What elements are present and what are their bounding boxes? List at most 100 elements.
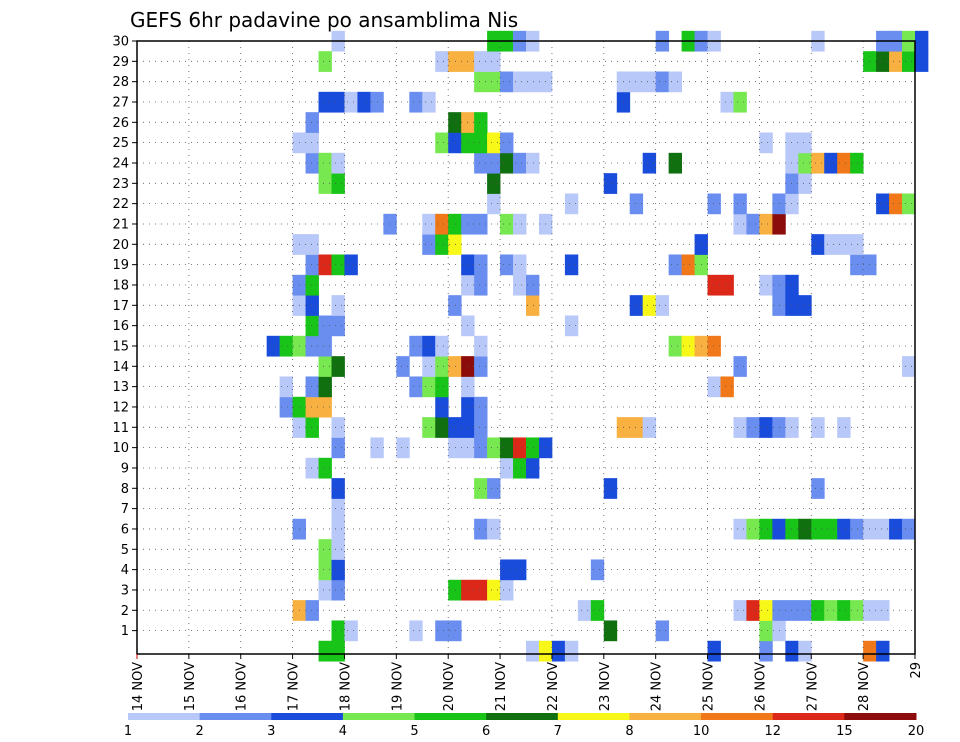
heatmap-cell — [538, 640, 553, 662]
heatmap-cell — [487, 173, 501, 194]
heatmap-cell — [811, 417, 825, 438]
heatmap-cell — [422, 234, 436, 255]
heatmap-cell — [448, 295, 462, 316]
heatmap-cell — [876, 51, 890, 72]
heatmap-cell — [759, 274, 773, 296]
x-axis: 14 NOV 15 NOV 16 NOV 17 NOV 18 NOV 19 NOV 20 N… — [131, 654, 924, 711]
heatmap-cell — [331, 91, 345, 113]
heatmap-cell — [759, 600, 773, 621]
colorbar-swatch — [772, 713, 845, 720]
heatmap-cell — [474, 132, 488, 154]
heatmap-cell — [785, 132, 799, 154]
heatmap-cell — [526, 437, 540, 459]
heatmap-cell — [785, 417, 799, 438]
heatmap-cell — [707, 335, 721, 357]
heatmap-cell — [759, 213, 773, 235]
heatmap-cell — [318, 559, 332, 581]
heatmap-cell — [811, 152, 825, 174]
heatmap-cell — [318, 539, 332, 560]
heatmap-cell — [344, 254, 358, 276]
heatmap-cell — [357, 91, 371, 113]
heatmap-cell — [474, 51, 488, 72]
y-tick-label: 8 — [121, 482, 129, 497]
heatmap-cell — [331, 417, 345, 438]
heatmap-cell — [837, 234, 851, 255]
heatmap-cell — [344, 91, 358, 113]
heatmap-cell — [759, 620, 773, 642]
heatmap-cell — [435, 417, 449, 438]
heatmap-cell — [448, 51, 462, 72]
heatmap-cell — [603, 620, 618, 642]
heatmap-cell — [733, 600, 747, 621]
heatmap-cell — [642, 417, 657, 438]
x-tick-label: 26 NOV — [753, 662, 768, 711]
heatmap-cell — [305, 457, 319, 479]
colorbar-label: 6 — [482, 724, 490, 739]
heatmap-cell — [474, 437, 488, 459]
heatmap-cell — [409, 620, 423, 642]
x-tick-label: 20 NOV — [442, 662, 457, 711]
heatmap-cell — [435, 396, 449, 418]
heatmap-cell — [733, 518, 747, 540]
heatmap-cell — [487, 518, 501, 540]
heatmap-cell — [733, 193, 747, 215]
heatmap-cell — [902, 518, 916, 540]
y-tick-label: 28 — [112, 75, 129, 90]
heatmap-cell — [409, 335, 423, 357]
cells-layer — [266, 30, 929, 662]
heatmap-cell — [396, 356, 410, 377]
heatmap-cell — [707, 640, 721, 662]
heatmap-cell — [422, 356, 436, 377]
colorbar-label: 3 — [267, 724, 275, 739]
heatmap-cell — [785, 600, 799, 621]
heatmap-cell — [655, 295, 670, 316]
y-tick-label: 11 — [112, 421, 129, 436]
heatmap-cell — [331, 254, 345, 276]
heatmap-cell — [590, 559, 605, 581]
x-tick-label: 14 NOV — [131, 662, 146, 711]
heatmap-cell — [590, 600, 605, 621]
x-tick-label: 27 NOV — [805, 662, 820, 711]
x-tick-label: 17 NOV — [287, 662, 302, 711]
heatmap-cell — [448, 132, 462, 154]
heatmap-cell — [837, 417, 851, 438]
heatmap-cell — [474, 112, 488, 133]
heatmap-cell — [422, 335, 436, 357]
heatmap-cell — [798, 518, 812, 540]
x-tick-label: 19 NOV — [390, 662, 405, 711]
heatmap-cell — [902, 51, 916, 72]
heatmap-cell — [474, 356, 488, 377]
heatmap-cell — [668, 71, 682, 93]
heatmap-cell — [318, 396, 332, 418]
x-tick-label: 23 NOV — [598, 662, 613, 711]
y-tick-label: 6 — [121, 522, 129, 537]
y-tick-label: 12 — [112, 400, 129, 415]
heatmap-cell — [759, 640, 773, 662]
heatmap-cell — [746, 417, 760, 438]
heatmap-cell — [603, 478, 618, 499]
x-tick-label: 16 NOV — [235, 662, 250, 711]
heatmap-cell — [448, 620, 462, 642]
heatmap-cell — [733, 417, 747, 438]
y-tick-label: 22 — [112, 197, 129, 212]
heatmap-cell — [474, 213, 488, 235]
y-tick-label: 7 — [121, 502, 129, 517]
heatmap-cell — [629, 417, 644, 438]
heatmap-cell — [318, 152, 332, 174]
heatmap-cell — [487, 193, 501, 215]
heatmap-cell — [474, 71, 488, 93]
heatmap-cell — [279, 376, 293, 398]
colorbar-label: 20 — [908, 724, 925, 739]
heatmap-cell — [331, 295, 345, 316]
heatmap-cell — [889, 193, 903, 215]
heatmap-cell — [331, 173, 345, 194]
heatmap-cell — [422, 376, 436, 398]
heatmap-cell — [526, 295, 540, 316]
heatmap-cell — [629, 193, 644, 215]
colorbar-swatch — [701, 713, 774, 720]
heatmap-cell — [318, 335, 332, 357]
heatmap-cell — [746, 600, 760, 621]
heatmap-cell — [798, 295, 812, 316]
heatmap-cell — [500, 559, 514, 581]
heatmap-cell — [344, 620, 358, 642]
